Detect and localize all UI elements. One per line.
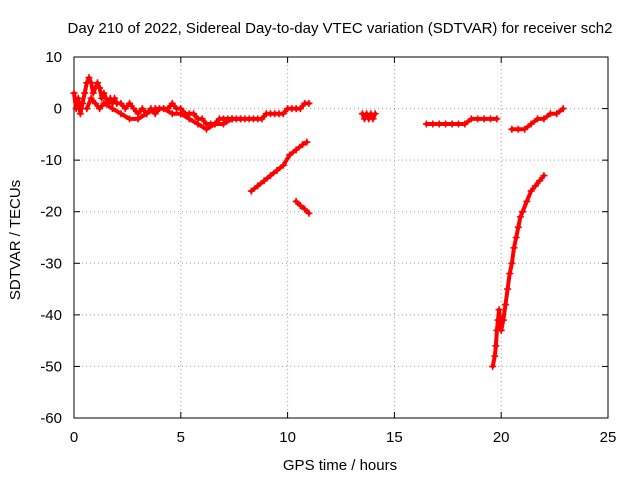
data-series-trace <box>490 173 546 369</box>
data-series-trace <box>509 106 566 132</box>
axis-ticks <box>73 56 609 419</box>
data-points <box>70 74 567 370</box>
data-series <box>489 172 548 370</box>
data-series-trace <box>84 96 243 132</box>
x-axis-label: GPS time / hours <box>283 457 397 474</box>
data-series-trace <box>360 111 378 121</box>
data-series-trace <box>249 140 309 194</box>
x-tick-label: 25 <box>600 429 617 446</box>
data-series <box>422 115 501 128</box>
y-tick-label: -30 <box>40 255 62 272</box>
data-series-trace <box>294 199 311 216</box>
x-tick-label: 10 <box>279 429 296 446</box>
y-tick-label: 10 <box>45 49 62 66</box>
y-tick-label: -60 <box>40 410 62 427</box>
y-axis-label: SDTVAR / TECUs <box>7 180 24 300</box>
data-series <box>508 105 567 133</box>
data-series <box>247 138 311 195</box>
axis-tick-labels: 0 5 10 15 20 25 -60 -50 -40 -30 -20 -10 0 10 <box>40 49 616 446</box>
y-tick-label: -10 <box>40 152 62 169</box>
data-series <box>292 197 313 217</box>
data-series <box>358 110 379 123</box>
plot-frame <box>73 56 609 419</box>
chart-title: Day 210 of 2022, Sidereal Day-to-day VTE… <box>68 20 613 37</box>
x-tick-label: 20 <box>493 429 510 446</box>
y-tick-label: -50 <box>40 358 62 375</box>
y-tick-label: -20 <box>40 204 62 221</box>
y-tick-label: -40 <box>40 307 62 324</box>
x-tick-label: 15 <box>386 429 403 446</box>
grid-lines <box>74 57 608 418</box>
x-tick-label: 0 <box>70 429 78 446</box>
x-tick-label: 5 <box>177 429 185 446</box>
data-series <box>83 94 245 133</box>
data-series-trace <box>424 116 499 126</box>
y-tick-label: 0 <box>54 101 62 118</box>
data-series-trace <box>72 75 311 126</box>
